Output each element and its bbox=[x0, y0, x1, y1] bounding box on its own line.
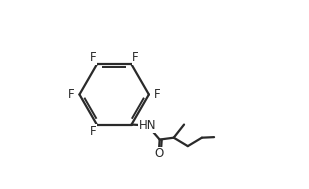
Text: F: F bbox=[90, 125, 96, 138]
Text: F: F bbox=[68, 88, 75, 101]
Text: F: F bbox=[90, 51, 96, 64]
Text: HN: HN bbox=[139, 119, 156, 132]
Text: O: O bbox=[154, 147, 163, 160]
Text: F: F bbox=[154, 88, 160, 101]
Text: F: F bbox=[132, 51, 139, 64]
